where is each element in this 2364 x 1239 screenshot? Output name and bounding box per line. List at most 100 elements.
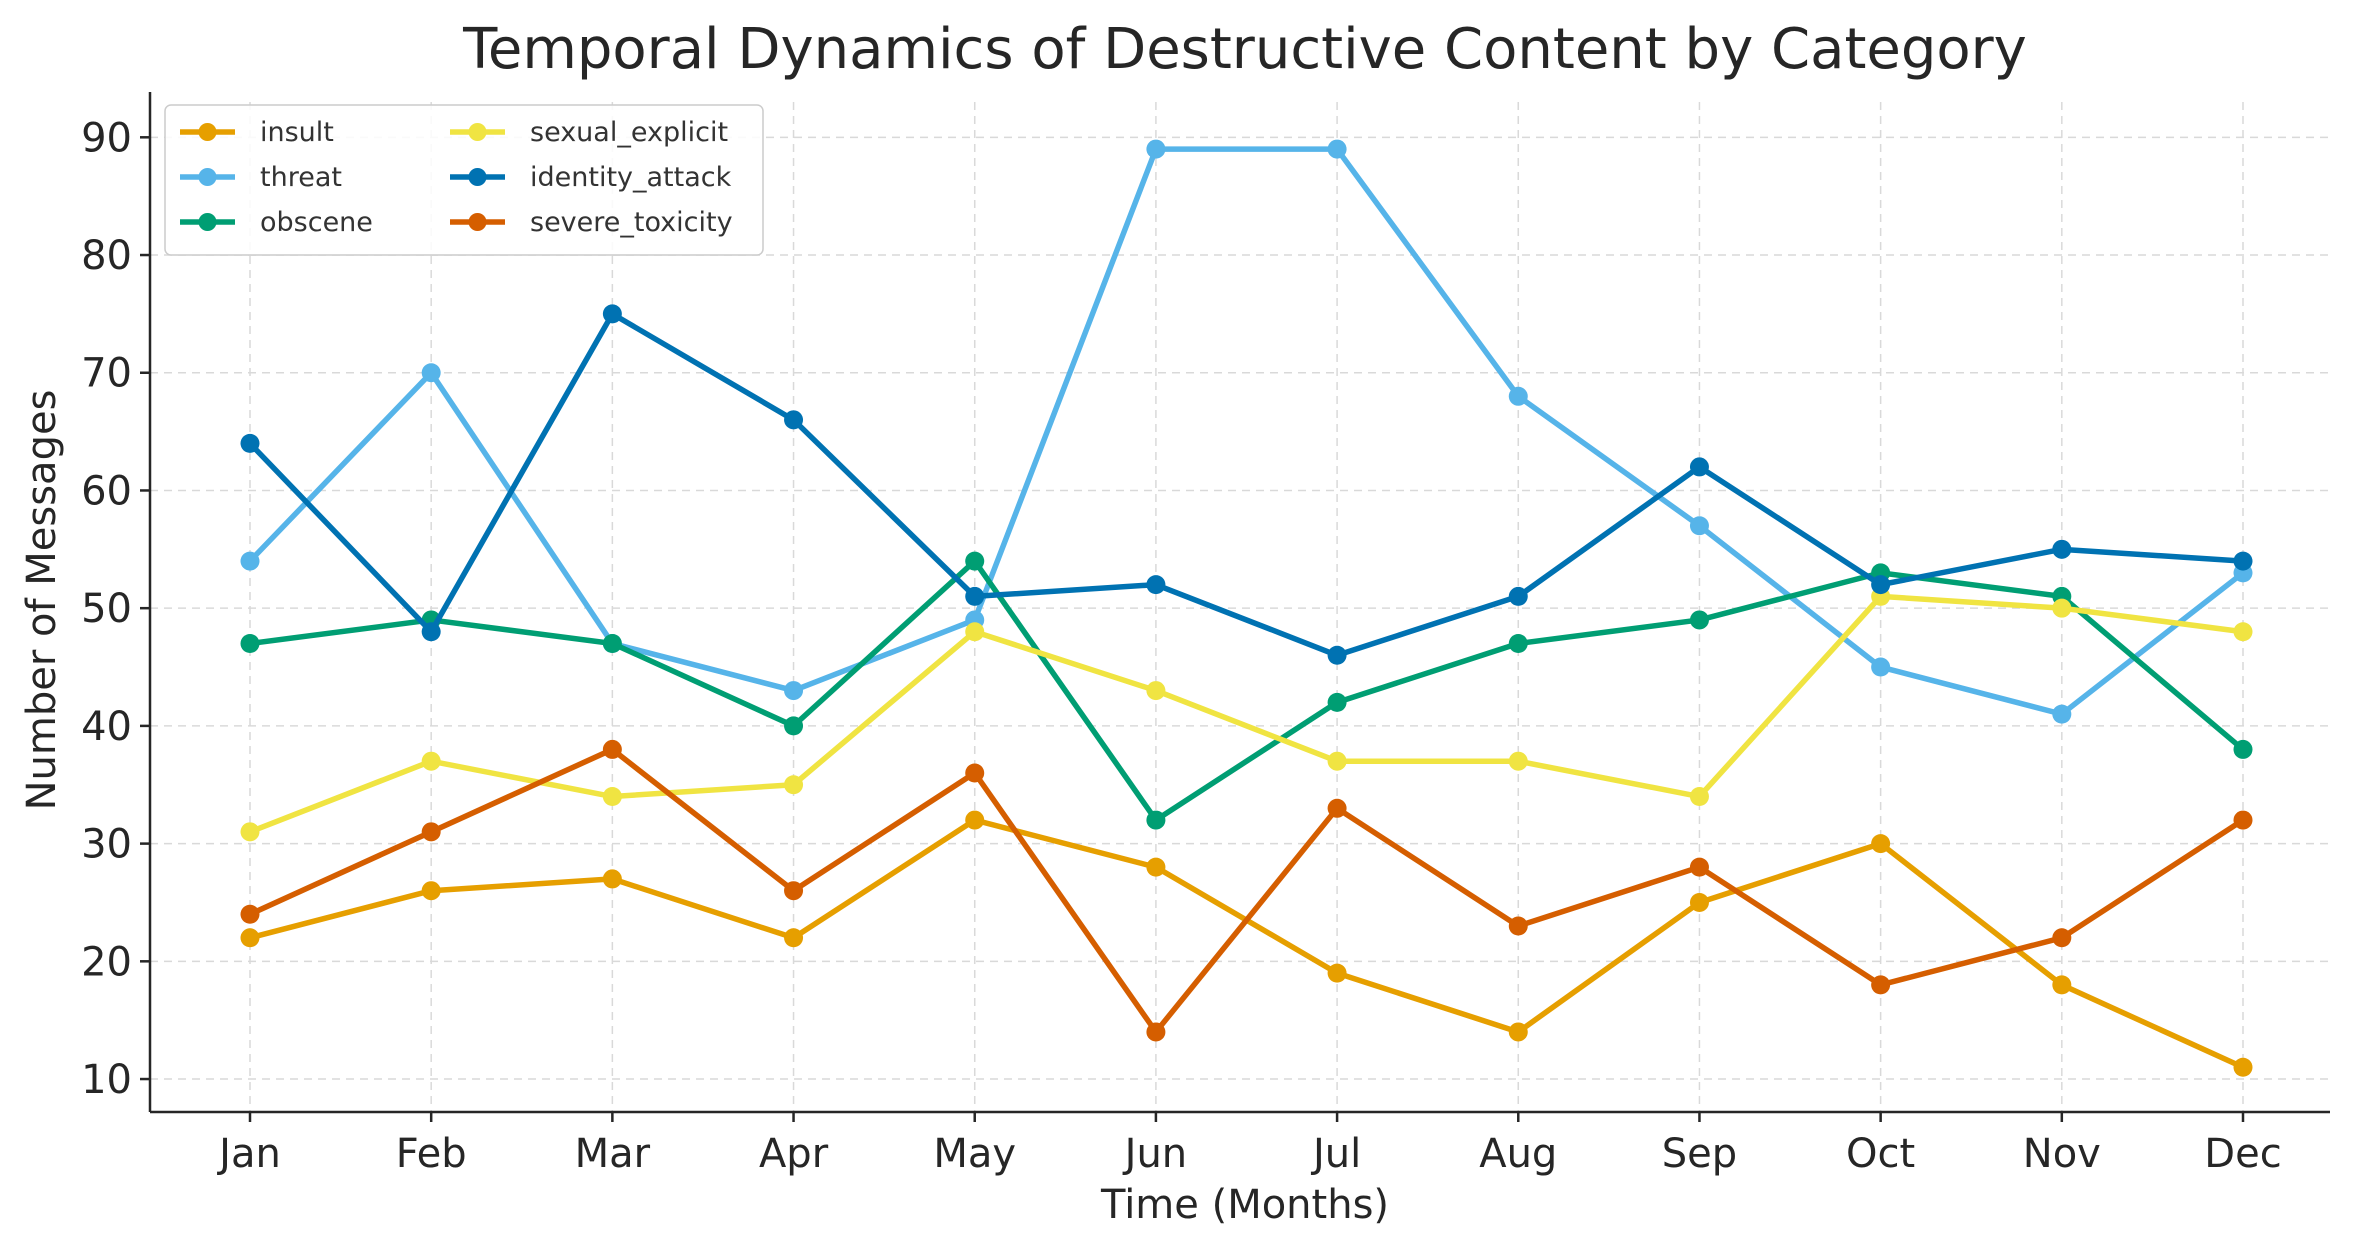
legend-label: threat xyxy=(260,162,342,193)
x-axis-label: Time (Months) xyxy=(1100,1182,1389,1228)
data-point xyxy=(2052,704,2072,724)
data-point xyxy=(1327,645,1347,665)
data-point xyxy=(2052,975,2072,995)
data-point xyxy=(1871,834,1891,854)
data-point xyxy=(240,904,260,924)
series-insult xyxy=(240,810,2253,1077)
legend-swatch-marker xyxy=(468,123,487,141)
data-point xyxy=(965,622,985,642)
x-tick-label: Oct xyxy=(1846,1131,1915,1177)
y-tick-label: 70 xyxy=(81,351,132,397)
x-tick-label: Feb xyxy=(396,1131,467,1177)
data-point xyxy=(1689,457,1709,477)
legend-item-sexual_explicit: sexual_explicit xyxy=(450,117,728,148)
data-point xyxy=(1508,751,1528,771)
series-group xyxy=(240,139,2253,1077)
legend-swatch-marker xyxy=(468,168,487,186)
data-point xyxy=(240,633,260,653)
legend: insult threat obscene sexual_explicitidenti… xyxy=(164,104,764,256)
series-line-identity_attack xyxy=(247,311,2246,659)
legend-item-insult: insult xyxy=(180,117,334,148)
series-severe_toxicity xyxy=(240,739,2253,1042)
data-point xyxy=(2233,739,2253,759)
legend-swatch-marker xyxy=(468,213,487,231)
data-point xyxy=(240,822,260,842)
data-point xyxy=(2233,810,2253,830)
data-point xyxy=(240,551,260,571)
data-point xyxy=(1689,787,1709,807)
legend-item-threat: threat xyxy=(180,162,342,193)
data-point xyxy=(784,716,804,736)
x-tick-label: Aug xyxy=(1479,1131,1557,1177)
legend-item-severe_toxicity: severe_toxicity xyxy=(450,207,733,238)
y-axis-label: Number of Messages xyxy=(19,390,65,811)
data-point xyxy=(1146,139,1166,159)
data-point xyxy=(421,363,441,383)
data-point xyxy=(602,787,622,807)
legend-swatch-marker xyxy=(198,213,217,231)
data-point xyxy=(421,751,441,771)
legend-box xyxy=(164,104,764,256)
data-point xyxy=(1146,575,1166,595)
data-point xyxy=(240,928,260,948)
data-point xyxy=(2233,551,2253,571)
data-point xyxy=(1146,1022,1166,1042)
y-tick-label: 20 xyxy=(81,939,132,985)
series-identity_attack xyxy=(240,304,2253,665)
data-point xyxy=(602,869,622,889)
x-tick-label: Nov xyxy=(2023,1131,2101,1177)
data-point xyxy=(1146,810,1166,830)
data-point xyxy=(965,763,985,783)
data-point xyxy=(2052,539,2072,559)
data-point xyxy=(1689,892,1709,912)
data-point xyxy=(1327,692,1347,712)
data-point xyxy=(602,739,622,759)
legend-swatch-marker xyxy=(198,123,217,141)
data-point xyxy=(965,551,985,571)
chart-title: Temporal Dynamics of Destructive Content… xyxy=(462,17,2027,82)
y-tick-label: 30 xyxy=(81,822,132,868)
series-line-severe_toxicity xyxy=(247,746,2246,1035)
data-point xyxy=(965,810,985,830)
y-tick-label: 60 xyxy=(81,468,132,514)
data-point xyxy=(1327,963,1347,983)
data-point xyxy=(602,633,622,653)
legend-swatch-marker xyxy=(198,168,217,186)
y-tick-label: 40 xyxy=(81,704,132,750)
data-point xyxy=(602,304,622,324)
data-point xyxy=(1508,633,1528,653)
data-point xyxy=(2233,1057,2253,1077)
data-point xyxy=(421,822,441,842)
data-point xyxy=(2233,622,2253,642)
data-point xyxy=(1689,610,1709,630)
data-point xyxy=(1508,916,1528,936)
y-tick-label: 90 xyxy=(81,115,132,161)
data-point xyxy=(1508,586,1528,606)
data-point xyxy=(1871,657,1891,677)
series-obscene xyxy=(240,551,2253,830)
data-point xyxy=(784,681,804,701)
data-point xyxy=(784,775,804,795)
series-line-insult xyxy=(247,817,2246,1071)
y-tick-label: 10 xyxy=(81,1057,132,1103)
data-point xyxy=(1508,386,1528,406)
legend-label: severe_toxicity xyxy=(530,207,733,238)
data-point xyxy=(2052,928,2072,948)
x-tick-label: May xyxy=(933,1131,1016,1177)
x-tick-label: Jun xyxy=(1122,1131,1188,1177)
data-point xyxy=(784,928,804,948)
legend-label: sexual_explicit xyxy=(530,117,728,148)
legend-item-obscene: obscene xyxy=(180,207,373,238)
data-point xyxy=(784,881,804,901)
data-point xyxy=(421,622,441,642)
axes: 10 20 30 40 50 60 70 80 90 Jan Feb Mar Apr May Jun Jul A… xyxy=(81,92,2330,1177)
data-point xyxy=(1327,139,1347,159)
data-point xyxy=(421,881,441,901)
x-tick-label: Jan xyxy=(216,1131,281,1177)
y-tick-label: 80 xyxy=(81,233,132,279)
grid xyxy=(150,102,2330,1112)
x-tick-label: Dec xyxy=(2204,1131,2281,1177)
series-line-threat xyxy=(247,146,2246,717)
series-line-sexual_explicit xyxy=(247,593,2246,835)
